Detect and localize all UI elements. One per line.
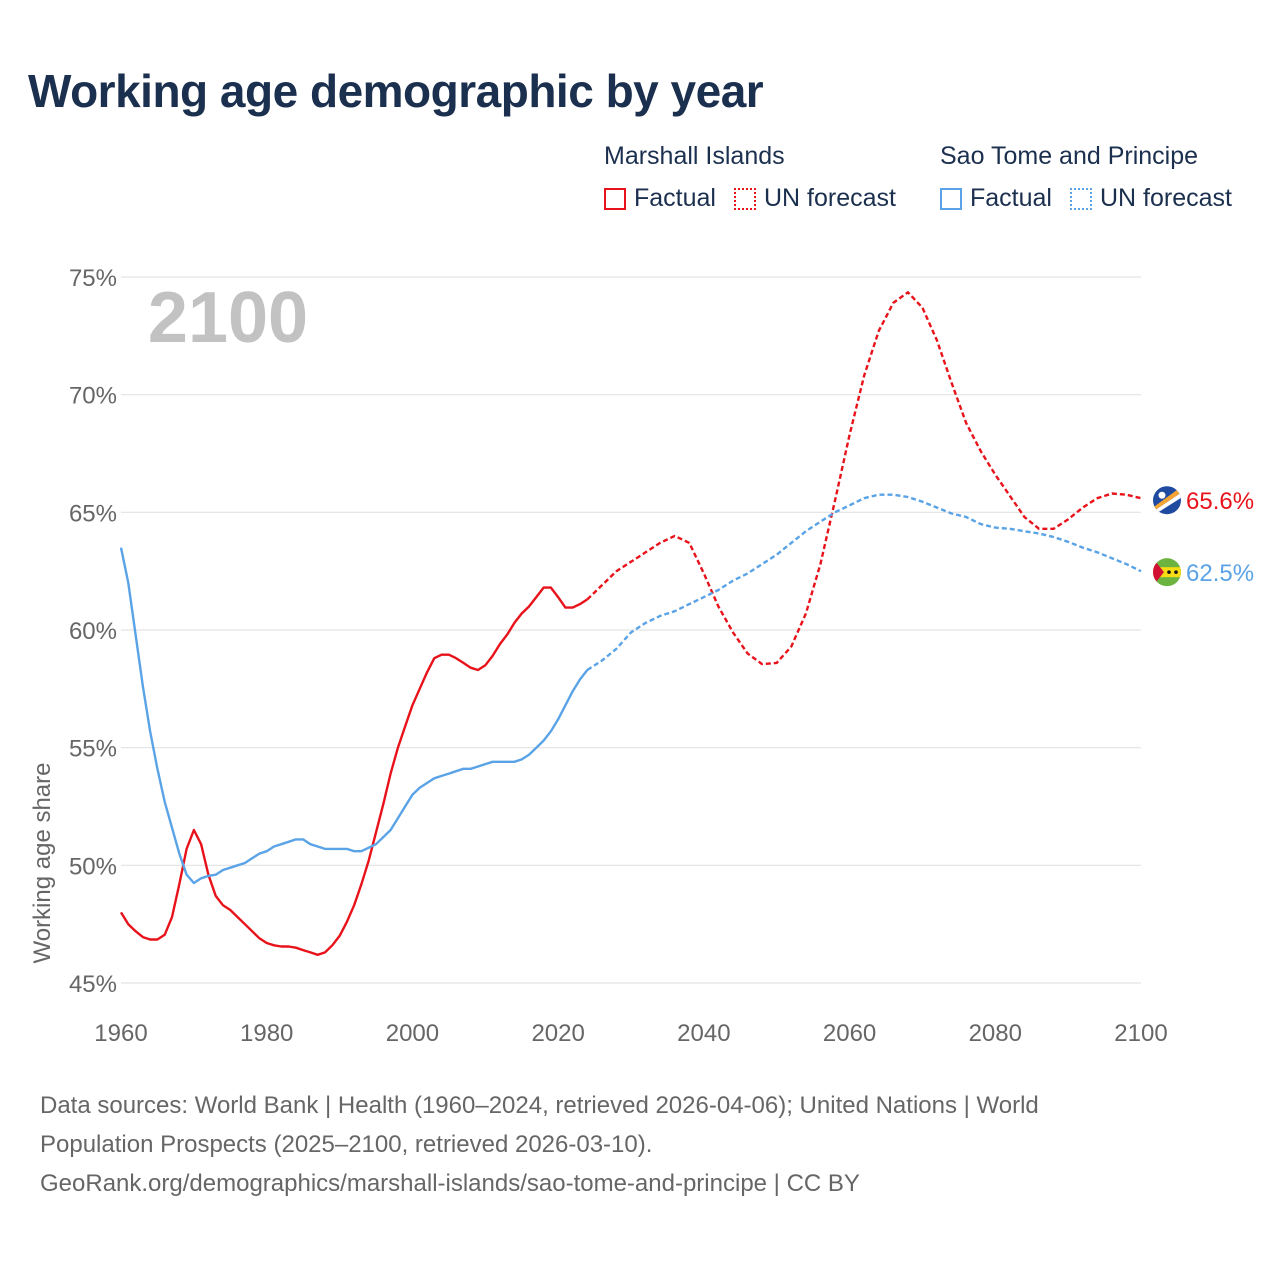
x-tick-label: 2040	[677, 1020, 730, 1047]
legend-swatch-dotted	[1069, 187, 1092, 210]
y-tick-label: 65%	[69, 500, 117, 527]
legend-swatch-solid	[604, 187, 626, 210]
footer: Data sources: World Bank | Health (1960–…	[40, 1086, 1240, 1203]
end-value-label: 62.5%	[1186, 560, 1254, 587]
legend-sao-tome-forecast[interactable]: UN forecast	[1069, 184, 1232, 213]
x-tick-label: 1960	[94, 1020, 147, 1047]
legend-marshall-factual[interactable]: Factual	[604, 184, 716, 213]
marshall-islands-flag-icon	[1153, 486, 1181, 515]
legend-sao-tome-factual[interactable]: Factual	[940, 184, 1052, 213]
footer-source-line-2: Population Prospects (2025–2100, retriev…	[40, 1131, 653, 1158]
y-tick-label: 45%	[69, 971, 117, 998]
legend-label: UN forecast	[763, 184, 896, 212]
x-tick-label: 2000	[386, 1020, 439, 1047]
y-tick-label: 55%	[69, 736, 117, 763]
marshall-islands-factual-line	[119, 586, 588, 956]
legend-sao-tome: Sao Tome and Principe Factual UN forecas…	[940, 142, 1232, 213]
y-tick-label: 75%	[69, 265, 117, 292]
y-tick-label: 70%	[69, 383, 117, 410]
flag-star	[1174, 570, 1178, 574]
sao-tome-and-principe-forecast-line	[586, 493, 1142, 672]
flag-body	[1153, 558, 1181, 587]
legend-label: Factual	[634, 184, 716, 212]
y-axis-ticks: 45% 50% 55% 60% 65% 70% 75%	[69, 265, 117, 998]
line-chart: 2100 Working age share 45% 50% 55% 60% 65% 70…	[29, 265, 1254, 1047]
legend-swatch-dotted	[733, 187, 756, 210]
flag-star	[1158, 491, 1166, 499]
legend-label: Factual	[970, 184, 1052, 212]
flag-body	[1153, 486, 1181, 515]
legend-label: UN forecast	[1099, 184, 1232, 212]
y-tick-label: 60%	[69, 618, 117, 645]
legend-group-name: Sao Tome and Principe	[940, 142, 1199, 170]
legend-marshall-islands: Marshall Islands Factual UN forecast	[604, 142, 896, 213]
y-tick-label: 50%	[69, 853, 117, 880]
flag-orange-ray	[1153, 486, 1181, 513]
flag-star	[1167, 570, 1171, 574]
y-axis-label: Working age share	[29, 763, 56, 964]
flag-white-ray	[1153, 492, 1181, 515]
chart-title: Working age demographic by year	[28, 65, 764, 117]
gridlines	[121, 276, 1141, 984]
sao-tome-flag-icon	[1153, 558, 1181, 587]
year-watermark: 2100	[148, 278, 308, 358]
legend-swatch-solid	[940, 187, 962, 210]
legend-group-name: Marshall Islands	[604, 142, 785, 170]
x-axis-ticks: 1960 1980 2000 2020 2040 2060 2080 2100	[94, 1020, 1167, 1047]
x-tick-label: 2080	[969, 1020, 1022, 1047]
legend-marshall-forecast[interactable]: UN forecast	[733, 184, 896, 213]
x-tick-label: 2060	[823, 1020, 876, 1047]
footer-source-line-1: Data sources: World Bank | Health (1960–…	[40, 1092, 1039, 1119]
end-value-label: 65.6%	[1186, 488, 1254, 515]
x-tick-label: 2100	[1114, 1020, 1167, 1047]
end-labels: 65.6% 62.5%	[1153, 486, 1254, 587]
marshall-islands-forecast-line	[586, 291, 1142, 666]
series-lines	[119, 291, 1142, 956]
flag-yellow-band	[1153, 567, 1181, 578]
x-tick-label: 2020	[531, 1020, 584, 1047]
footer-attribution: GeoRank.org/demographics/marshall-island…	[40, 1170, 860, 1197]
sao-tome-and-principe-factual-line	[119, 547, 589, 885]
x-tick-label: 1980	[240, 1020, 293, 1047]
